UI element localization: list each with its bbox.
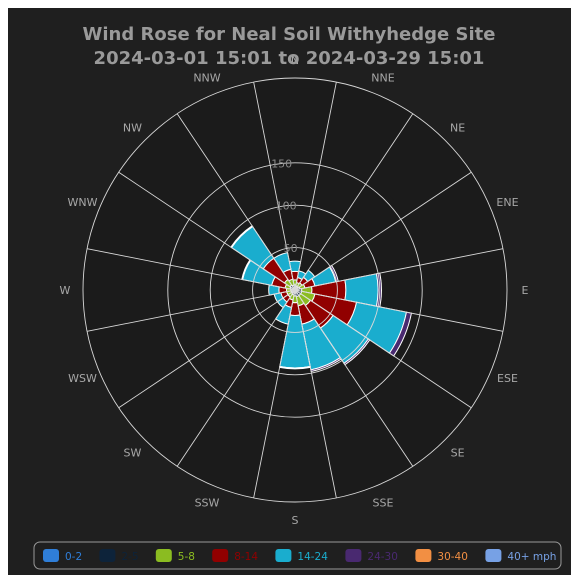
grid-spoke — [294, 248, 504, 291]
grid-spoke — [118, 171, 296, 291]
grid-spoke — [294, 289, 414, 467]
legend-swatch — [415, 549, 432, 562]
direction-label-w: W — [60, 284, 71, 297]
grid-spoke — [294, 289, 472, 409]
direction-label-ssw: SSW — [195, 497, 220, 510]
grid-spoke — [294, 113, 414, 291]
legend-swatch — [485, 549, 502, 562]
direction-label-sse: SSE — [373, 497, 394, 510]
legend-label: 5-8 — [178, 551, 195, 563]
legend-swatch — [212, 549, 229, 562]
legend-swatch — [345, 549, 362, 562]
legend-swatch — [99, 549, 116, 562]
legend-item[interactable]: 30-40 — [415, 549, 468, 563]
grid-spoke — [294, 171, 472, 291]
grid-spoke — [86, 248, 296, 291]
grid-spoke — [294, 81, 337, 291]
legend-item[interactable]: 24-30 — [345, 549, 398, 563]
direction-label-e: E — [522, 284, 529, 297]
direction-label-wnw: WNW — [68, 196, 98, 209]
legend-item[interactable]: 5-8 — [155, 549, 195, 563]
chart-subtitle: 2024-03-01 15:01 to 2024-03-29 15:01 — [94, 48, 485, 69]
axis-labels: N NNE NE ENE E ESE SE SSE S SSW SW WSW W WNW NW NNW 50 10… — [60, 54, 529, 527]
direction-label-nne: NNE — [371, 72, 394, 85]
direction-label-n: N — [291, 54, 299, 67]
direction-label-se: SE — [451, 447, 465, 460]
chart-frame: N NNE NE ENE E ESE SE SSE S SSW SW WSW W WNW NW NNW 50 10… — [8, 8, 571, 575]
legend-item[interactable]: 8-14 — [212, 549, 258, 563]
legend-label: 2-5 — [121, 551, 138, 563]
radial-tick-label: 150 — [271, 158, 292, 171]
direction-label-s: S — [292, 514, 299, 527]
direction-label-ese: ESE — [497, 372, 518, 385]
direction-label-ene: ENE — [496, 196, 518, 209]
legend-label: 8-14 — [234, 551, 258, 563]
radial-tick-label: 100 — [276, 200, 297, 213]
legend-swatch — [275, 549, 292, 562]
wind-rose-chart: N NNE NE ENE E ESE SE SSE S SSW SW WSW W WNW NW NNW 50 10… — [33, 24, 562, 570]
legend-label: 14-24 — [297, 551, 328, 563]
legend-item[interactable]: 2-5 — [99, 549, 139, 563]
grid-spoke — [86, 289, 296, 332]
legend-label: 30-40 — [437, 551, 468, 563]
grid-spoke — [253, 81, 296, 291]
direction-label-ne: NE — [450, 121, 465, 134]
legend-box — [33, 541, 562, 570]
grid-spoke — [294, 289, 504, 332]
legend-swatch — [155, 549, 172, 562]
grid-spoke — [118, 289, 296, 409]
radial-tick-label: 50 — [284, 242, 298, 255]
legend-item[interactable]: 40+ mph — [485, 549, 556, 563]
legend-label: 0-2 — [65, 551, 82, 563]
direction-label-sw: SW — [123, 447, 141, 460]
grid-circle — [252, 247, 338, 333]
legend-swatch — [43, 549, 59, 562]
legend-label: 24-30 — [367, 551, 398, 563]
grid-circle — [167, 162, 423, 418]
legend-item[interactable]: 0-2 — [43, 549, 82, 563]
grid-spoke — [176, 113, 296, 291]
legend-item[interactable]: 14-24 — [275, 549, 328, 563]
grid-spoke — [294, 289, 337, 499]
direction-label-wsw: WSW — [68, 372, 97, 385]
grid-spoke — [176, 289, 296, 467]
chart-title: Wind Rose for Neal Soil Withyhedge Site — [83, 24, 496, 45]
legend: 0-2 2-5 5-8 8-14 14-24 24-30 30-40 40+ mph — [33, 541, 562, 570]
direction-label-nnw: NNW — [193, 72, 220, 85]
legend-label: 40+ mph — [507, 551, 556, 563]
grid-center — [291, 286, 299, 294]
grid-circle — [82, 77, 508, 503]
grid-lines — [82, 77, 508, 503]
direction-label-nw: NW — [123, 121, 142, 134]
grid-spoke — [253, 289, 296, 499]
grid-circle — [209, 204, 381, 376]
